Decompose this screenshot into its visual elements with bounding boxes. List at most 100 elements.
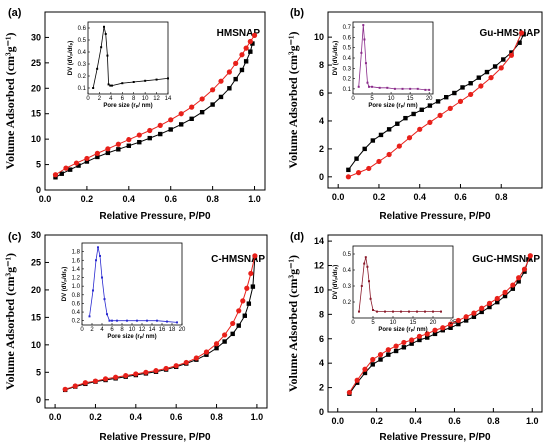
y-tick-label: 5 [36, 160, 41, 170]
x-tick-label: 0.0 [39, 194, 52, 204]
inset-data-point [92, 289, 94, 292]
data-point [385, 347, 391, 353]
data-point [425, 335, 430, 340]
sample-name: GuC-HMSNAP [472, 254, 540, 265]
y-tick-label: 0 [319, 407, 324, 417]
data-point [479, 309, 484, 315]
data-point [133, 371, 139, 377]
x-tick-label: 0.2 [370, 416, 383, 426]
inset-data-point [358, 310, 360, 313]
data-point [516, 279, 521, 284]
inset-y-tick-label: 0.3 [343, 66, 352, 72]
inset-x-tick-label: 5 [370, 96, 374, 102]
data-point [448, 325, 453, 330]
inset-x-tick-label: 10 [129, 327, 136, 333]
y-tick-label: 2 [319, 144, 324, 154]
data-point [376, 158, 382, 165]
inset-data-point [360, 285, 363, 287]
data-point [502, 289, 508, 295]
data-point [362, 370, 368, 376]
x-tick-label: 0.2 [89, 412, 102, 422]
data-point [102, 376, 109, 382]
data-point [463, 318, 469, 323]
inset-chart: 0 5 10 15 20 0.1 0.2 0.3 0.4 0.5 0.6 0.7 Pore size (… [333, 21, 434, 109]
inset-data-point [95, 259, 97, 262]
x-tick-label: 0.6 [448, 416, 461, 426]
data-point [250, 284, 256, 289]
series [52, 32, 258, 178]
inset-data-point [111, 319, 113, 322]
data-point [517, 40, 522, 45]
data-point [416, 333, 423, 339]
y-tick-label: 15 [31, 109, 41, 119]
data-point [243, 59, 249, 64]
y-axis-label: Volume Adsorbed (cm³g⁻¹) [3, 32, 17, 169]
data-point [401, 345, 407, 350]
data-point [471, 310, 477, 316]
inset-data-point [368, 85, 370, 88]
data-point [411, 111, 416, 117]
inset-y-tick-label: 0.6 [72, 301, 81, 307]
inset-data-point [136, 319, 138, 322]
y-tick-label: 15 [31, 312, 41, 322]
data-point [487, 304, 492, 310]
data-point [370, 356, 376, 363]
inset-data-point [393, 87, 396, 90]
plot-frame [44, 11, 266, 191]
data-point [233, 60, 239, 66]
data-point [239, 67, 245, 73]
x-tick-label: 1.0 [526, 416, 539, 426]
y-tick-label: 25 [31, 58, 41, 68]
data-point [63, 165, 69, 171]
y-tick-label: 25 [31, 257, 41, 267]
data-point [370, 138, 376, 143]
inset-frame [87, 21, 169, 95]
inset-data-point [378, 86, 381, 89]
data-point [236, 308, 242, 314]
inset-data-point [424, 310, 426, 313]
series [346, 253, 533, 396]
inset-data-point [144, 79, 147, 82]
series [53, 41, 255, 180]
inset-data-point [132, 81, 135, 83]
data-point [492, 64, 498, 69]
inset-data-point [363, 262, 366, 265]
inset-x-tick-label: 15 [410, 320, 417, 326]
inset-chart: 0 5 10 15 20 25 0.2 0.3 0.4 0.5 Pore size (rₚ/ nm)… [333, 245, 457, 333]
y-tick-label: 4 [319, 358, 324, 368]
inset-y-tick-label: 1.8 [72, 250, 81, 256]
inset-y-tick-label: 0.4 [343, 56, 352, 62]
inset-data-point [408, 310, 410, 313]
data-point [403, 115, 408, 121]
data-point [246, 301, 252, 306]
inset-data-point [97, 246, 99, 249]
inset-y-tick-label: 0.2 [343, 300, 352, 306]
inset-data-point [428, 88, 431, 91]
inset-y-tick-label: 0.1 [343, 87, 352, 93]
data-point [178, 122, 184, 127]
data-point [76, 163, 81, 168]
data-point [463, 314, 469, 320]
inset-y-tick-label: 1.6 [72, 258, 81, 264]
data-point [468, 91, 474, 98]
x-axis-label: Relative Pressure, P/P0 [99, 211, 211, 222]
x-tick-label: 0.8 [495, 192, 508, 202]
x-tick-label: 0.2 [81, 194, 94, 204]
data-point [213, 341, 220, 347]
inset-x-tick-label: 4 [109, 96, 113, 102]
data-point [484, 69, 490, 75]
data-point [432, 327, 438, 333]
inset-data-point [146, 319, 148, 322]
data-point [417, 126, 423, 132]
inset-data-point [366, 81, 369, 84]
inset-x-tick-label: 2 [98, 96, 102, 102]
x-tick-label: 0.2 [373, 192, 386, 202]
x-axis-label: Relative Pressure, P/P0 [379, 432, 491, 443]
data-point [447, 321, 454, 327]
data-point [377, 352, 384, 358]
y-axis-label: Volume Adsorbed (cm³g⁻¹) [3, 253, 17, 390]
inset-x-axis-label: Pore size (rₚ/ nm) [378, 327, 427, 333]
inset-x-tick-label: 0 [80, 327, 84, 333]
inset-x-tick-label: 5 [371, 320, 375, 326]
data-point [115, 141, 121, 147]
